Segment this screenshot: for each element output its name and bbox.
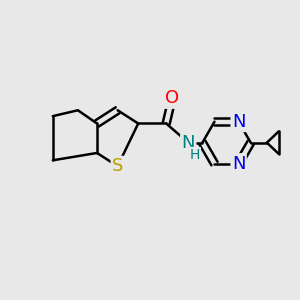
Text: N: N: [232, 113, 245, 131]
Text: N: N: [182, 134, 195, 152]
Text: O: O: [165, 89, 179, 107]
Text: S: S: [112, 157, 123, 175]
Text: N: N: [232, 154, 245, 172]
Text: H: H: [190, 148, 200, 162]
